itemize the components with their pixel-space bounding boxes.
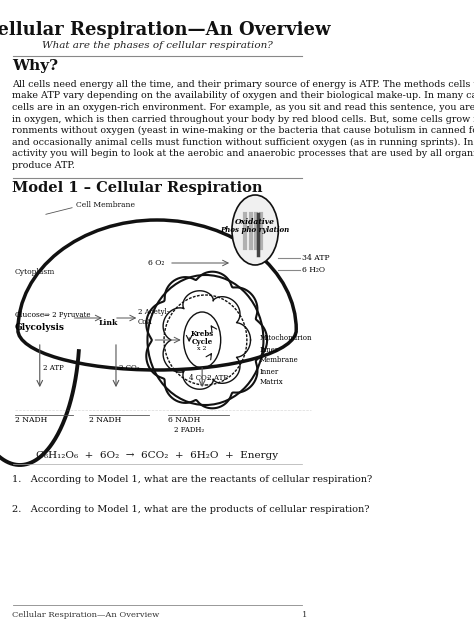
Text: and occasionally animal cells must function without sufficient oxygen (as in run: and occasionally animal cells must funct… [12, 138, 474, 147]
Text: C₆H₁₂O₆  +  6O₂  →  6CO₂  +  6H₂O  +  Energy: C₆H₁₂O₆ + 6O₂ → 6CO₂ + 6H₂O + Energy [36, 451, 278, 459]
Text: x 2: x 2 [197, 346, 207, 351]
Text: Krebs: Krebs [191, 330, 214, 338]
Text: 2 NADH: 2 NADH [15, 416, 47, 424]
Text: 4 CO₂: 4 CO₂ [189, 374, 210, 382]
Text: CoA: CoA [138, 318, 152, 326]
Text: Phos pho rylation: Phos pho rylation [220, 226, 290, 234]
Text: Mitochondrion: Mitochondrion [260, 334, 312, 342]
Text: produce ATP.: produce ATP. [12, 161, 75, 169]
Text: 6 H₂O: 6 H₂O [301, 266, 325, 274]
Text: Model 1 – Cellular Respiration: Model 1 – Cellular Respiration [12, 181, 263, 195]
Text: 2 Acetyl-: 2 Acetyl- [138, 308, 169, 316]
Text: 34 ATP: 34 ATP [301, 254, 329, 262]
Text: Cell Membrane: Cell Membrane [76, 201, 135, 209]
Text: 2 CO₂: 2 CO₂ [119, 364, 140, 372]
Circle shape [232, 195, 278, 265]
Text: activity you will begin to look at the aerobic and anaerobic processes that are : activity you will begin to look at the a… [12, 149, 474, 158]
Text: Inner: Inner [260, 368, 279, 376]
Text: ⇒ 2 Pyruvate: ⇒ 2 Pyruvate [45, 311, 91, 319]
Text: What are the phases of cellular respiration?: What are the phases of cellular respirat… [42, 42, 273, 51]
Text: cells are in an oxygen-rich environment. For example, as you sit and read this s: cells are in an oxygen-rich environment.… [12, 103, 474, 112]
Text: 2.   According to Model 1, what are the products of cellular respiration?: 2. According to Model 1, what are the pr… [12, 506, 369, 514]
Text: Glycolysis: Glycolysis [15, 322, 64, 332]
Text: 2 ATP: 2 ATP [43, 364, 64, 372]
Text: Why?: Why? [12, 59, 58, 73]
Text: All cells need energy all the time, and their primary source of energy is ATP. T: All cells need energy all the time, and … [12, 80, 474, 89]
Text: Cycle: Cycle [191, 338, 213, 346]
Text: 6 NADH: 6 NADH [168, 416, 200, 424]
Text: Cytoplasm: Cytoplasm [15, 268, 55, 276]
Text: 1: 1 [302, 611, 308, 619]
Text: Glucose: Glucose [15, 311, 45, 319]
Text: 6 O₂: 6 O₂ [148, 259, 164, 267]
Text: Cellular Respiration—An Overview: Cellular Respiration—An Overview [0, 21, 331, 39]
Text: Oxidative: Oxidative [235, 218, 275, 226]
Text: 1.   According to Model 1, what are the reactants of cellular respiration?: 1. According to Model 1, what are the re… [12, 475, 372, 485]
Text: 2 FADH₂: 2 FADH₂ [173, 426, 204, 434]
Text: Link: Link [98, 319, 118, 327]
Text: make ATP vary depending on the availability of oxygen and their biological make-: make ATP vary depending on the availabil… [12, 92, 474, 100]
Text: ronments without oxygen (yeast in wine-making or the bacteria that cause botulis: ronments without oxygen (yeast in wine-m… [12, 126, 474, 135]
Text: Membrane: Membrane [260, 356, 299, 364]
Text: Inner: Inner [260, 346, 279, 354]
Text: 2 ATP: 2 ATP [205, 374, 228, 382]
Text: 2 NADH: 2 NADH [90, 416, 122, 424]
Text: Cellular Respiration—An Overview: Cellular Respiration—An Overview [12, 611, 159, 619]
Text: in oxygen, which is then carried throughout your body by red blood cells. But, s: in oxygen, which is then carried through… [12, 114, 474, 123]
Text: Matrix: Matrix [260, 378, 283, 386]
